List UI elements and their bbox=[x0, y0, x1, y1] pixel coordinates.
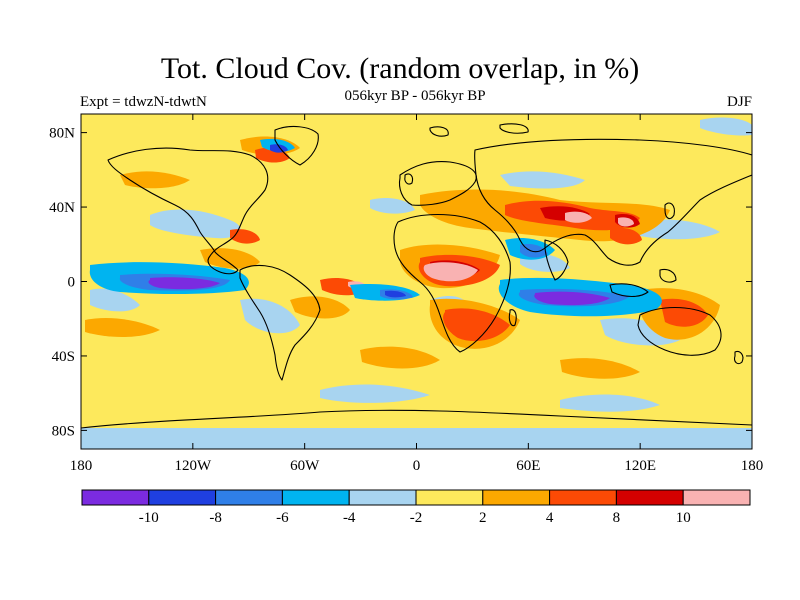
x-tick-label: 120W bbox=[174, 458, 212, 474]
colorbar-label: 4 bbox=[546, 510, 554, 526]
colorbar-swatch bbox=[549, 489, 617, 506]
colorbar-swatch bbox=[148, 489, 217, 506]
colorbar-label: -2 bbox=[410, 510, 423, 526]
coastlines bbox=[81, 123, 752, 429]
y-tick-label: 80N bbox=[49, 126, 75, 142]
colorbar-label: 10 bbox=[676, 510, 691, 526]
x-tick-label: 60W bbox=[290, 458, 320, 474]
colorbar-label: 8 bbox=[613, 510, 621, 526]
colorbar-label: -6 bbox=[276, 510, 289, 526]
x-tick-label: 0 bbox=[413, 458, 421, 474]
y-tick-label: 80S bbox=[52, 423, 75, 439]
colorbar-label: -10 bbox=[139, 510, 159, 526]
colorbar-swatch bbox=[81, 489, 150, 506]
colorbar-swatch bbox=[215, 489, 283, 506]
anomaly-dark-blue bbox=[270, 144, 406, 298]
y-tick-label: 40N bbox=[49, 200, 75, 216]
x-tick-label: 60E bbox=[516, 458, 540, 474]
y-axis: 80N 40N 0 40S 80S bbox=[49, 126, 752, 439]
colorbar-label: -8 bbox=[209, 510, 222, 526]
plot-subtitle: 056kyr BP - 056kyr BP bbox=[344, 88, 486, 104]
plot-title: Tot. Cloud Cov. (random overlap, in %) bbox=[160, 52, 640, 85]
x-axis: 180 120W 60W 0 60E 120E 180 bbox=[70, 114, 764, 474]
y-tick-label: 40S bbox=[52, 349, 75, 365]
colorbar-swatch bbox=[482, 489, 551, 506]
colorbar-swatch bbox=[281, 489, 350, 506]
colorbar-label: 2 bbox=[479, 510, 487, 526]
colorbar-label: -4 bbox=[343, 510, 356, 526]
anomaly-field bbox=[81, 117, 752, 449]
experiment-label: Expt = tdwzN-tdwtN bbox=[80, 94, 207, 110]
x-tick-label: 120E bbox=[624, 458, 656, 474]
season-label: DJF bbox=[726, 94, 752, 110]
colorbar-swatch bbox=[682, 489, 751, 506]
colorbar-swatch bbox=[415, 489, 484, 506]
x-tick-label: 180 bbox=[70, 458, 93, 474]
y-tick-label: 0 bbox=[68, 275, 76, 291]
colorbar-swatch bbox=[348, 489, 417, 506]
x-tick-label: 180 bbox=[741, 458, 764, 474]
colorbar-swatch bbox=[615, 489, 684, 506]
anomaly-violet bbox=[148, 277, 610, 306]
colorbar: -10 -8 -6 -4 -2 2 4 8 10 bbox=[81, 489, 751, 526]
